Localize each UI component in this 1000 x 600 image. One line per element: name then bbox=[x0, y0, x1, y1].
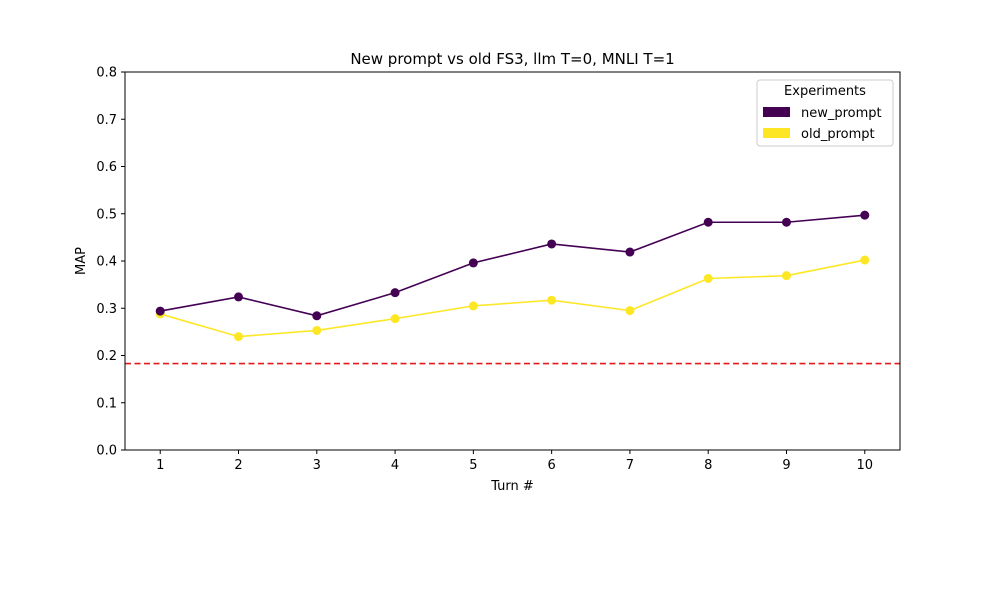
x-axis: 1 2 3 4 5 6 7 8 9 10 bbox=[156, 450, 873, 473]
data-point bbox=[547, 239, 557, 249]
x-tick-label: 10 bbox=[856, 458, 873, 473]
y-tick-label: 0.1 bbox=[96, 396, 117, 411]
x-tick-label: 3 bbox=[313, 458, 321, 473]
series-line bbox=[160, 259, 865, 338]
x-tick-label: 8 bbox=[704, 458, 712, 473]
y-axis: 0.0 0.1 0.2 0.3 0.4 0.5 0.6 0.7 0.8 bbox=[96, 66, 125, 459]
x-axis-label: Turn # bbox=[490, 479, 534, 494]
data-point bbox=[468, 258, 478, 268]
data-point bbox=[312, 311, 322, 321]
data-point bbox=[860, 255, 870, 265]
x-tick-label: 7 bbox=[626, 458, 634, 473]
series-layer bbox=[155, 210, 870, 342]
x-tick-label: 4 bbox=[391, 458, 399, 473]
y-tick-label: 0.4 bbox=[96, 255, 117, 270]
y-tick-label: 0.8 bbox=[96, 66, 117, 81]
data-point bbox=[860, 210, 870, 220]
x-tick-label: 9 bbox=[782, 458, 790, 473]
y-tick-label: 0.0 bbox=[96, 444, 117, 459]
x-tick-label: 5 bbox=[469, 458, 477, 473]
data-point bbox=[234, 332, 244, 342]
legend: Experiments new_prompt old_prompt bbox=[756, 79, 894, 147]
data-point bbox=[312, 325, 322, 335]
legend-frame bbox=[756, 79, 894, 147]
legend-swatch-old_prompt bbox=[763, 128, 790, 138]
data-point bbox=[390, 288, 400, 298]
data-point bbox=[390, 314, 400, 324]
legend-label-new_prompt: new_prompt bbox=[801, 106, 882, 121]
series-line bbox=[160, 214, 865, 317]
data-point bbox=[547, 295, 557, 305]
data-point bbox=[625, 247, 635, 257]
data-point bbox=[155, 306, 165, 316]
y-tick-label: 0.6 bbox=[96, 160, 117, 175]
y-tick-label: 0.5 bbox=[96, 207, 117, 222]
legend-entries: new_prompt old_prompt bbox=[763, 106, 882, 142]
y-axis-label: MAP bbox=[74, 247, 89, 275]
legend-label-old_prompt: old_prompt bbox=[801, 127, 875, 142]
data-point bbox=[468, 301, 478, 311]
data-point bbox=[625, 306, 635, 316]
data-point bbox=[781, 271, 791, 281]
x-tick-label: 1 bbox=[156, 458, 164, 473]
data-point bbox=[703, 217, 713, 227]
x-tick-label: 6 bbox=[548, 458, 556, 473]
legend-swatch-new_prompt bbox=[763, 107, 790, 117]
y-tick-label: 0.2 bbox=[96, 349, 117, 364]
data-point bbox=[703, 273, 713, 283]
x-tick-label: 2 bbox=[234, 458, 242, 473]
data-point bbox=[781, 217, 791, 227]
y-tick-label: 0.7 bbox=[96, 113, 117, 128]
data-point bbox=[234, 292, 244, 302]
series-new_prompt bbox=[155, 210, 870, 321]
chart-title: New prompt vs old FS3, llm T=0, MNLI T=1 bbox=[350, 50, 674, 68]
y-tick-label: 0.3 bbox=[96, 302, 117, 317]
legend-title: Experiments bbox=[784, 84, 866, 99]
